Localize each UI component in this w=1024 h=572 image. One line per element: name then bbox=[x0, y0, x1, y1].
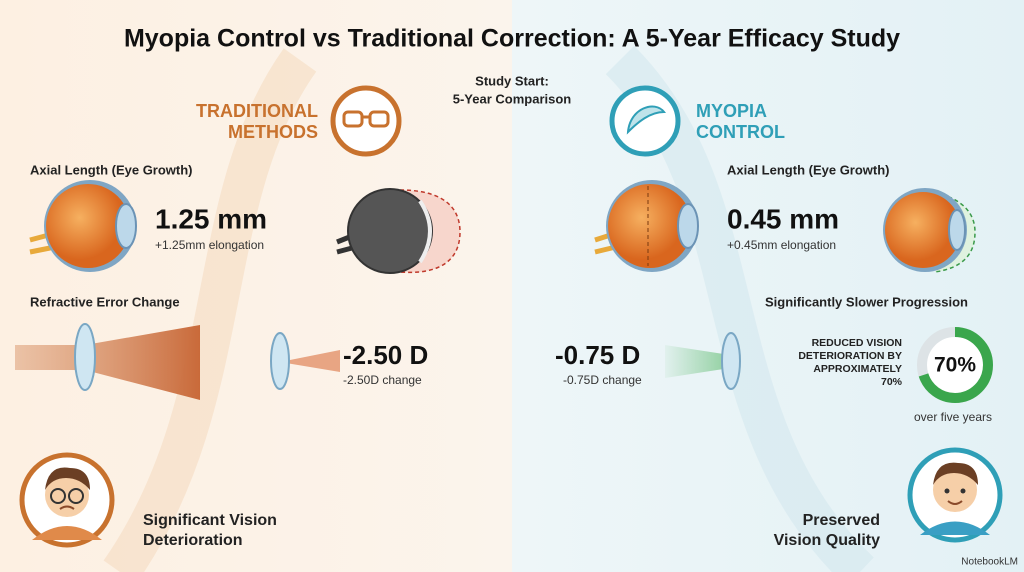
title: Myopia Control vs Traditional Correction… bbox=[124, 25, 900, 53]
eye-left bbox=[29, 180, 137, 272]
lens bbox=[270, 332, 290, 390]
note: -0.75D change bbox=[563, 373, 642, 387]
value: 1.25 mm bbox=[155, 203, 267, 234]
swoosh bbox=[103, 48, 317, 572]
avatar-left bbox=[19, 452, 115, 548]
value: -2.50 D bbox=[343, 340, 428, 370]
light-beam bbox=[15, 325, 200, 400]
light-beam bbox=[280, 350, 340, 372]
donut-arc bbox=[917, 327, 993, 403]
right-heading: MYOPIA bbox=[696, 101, 767, 121]
reduction-text: REDUCED VISION bbox=[812, 337, 902, 349]
right-heading: CONTROL bbox=[696, 122, 785, 142]
elongated-eye bbox=[336, 188, 461, 274]
note: +1.25mm elongation bbox=[155, 238, 264, 252]
reduction-text: 70% bbox=[881, 376, 903, 388]
left-heading: METHODS bbox=[228, 122, 318, 142]
light-beam bbox=[665, 345, 730, 378]
center-text: Study Start: bbox=[475, 73, 549, 88]
eye-right bbox=[594, 180, 699, 272]
label: Significantly Slower Progression bbox=[765, 294, 968, 309]
outcome: Significant Vision bbox=[143, 512, 277, 529]
label: Refractive Error Change bbox=[30, 294, 180, 309]
avatar-right bbox=[907, 447, 1003, 543]
note: +0.45mm elongation bbox=[727, 238, 836, 252]
donut-label: 70% bbox=[934, 354, 976, 377]
center-text: 5-Year Comparison bbox=[453, 91, 572, 106]
lens bbox=[74, 323, 96, 391]
left-heading: TRADITIONAL bbox=[196, 101, 318, 121]
controlled-eye bbox=[883, 188, 976, 273]
outcome: Deterioration bbox=[143, 532, 243, 549]
reduction-text: DETERIORATION BY bbox=[798, 350, 902, 362]
label: Axial Length (Eye Growth) bbox=[727, 162, 890, 177]
lens bbox=[721, 332, 741, 390]
glasses bbox=[342, 110, 390, 128]
caption: over five years bbox=[914, 410, 992, 424]
contact-lens bbox=[626, 105, 667, 135]
reduction-text: APPROXIMATELY bbox=[813, 363, 902, 375]
brand: NotebookLM bbox=[961, 557, 1018, 568]
outcome: Preserved bbox=[803, 512, 880, 529]
value: 0.45 mm bbox=[727, 203, 839, 234]
label: Axial Length (Eye Growth) bbox=[30, 162, 193, 177]
lens-icon bbox=[609, 85, 681, 157]
outcome: Vision Quality bbox=[774, 532, 881, 549]
note: -2.50D change bbox=[343, 373, 422, 387]
glasses-icon bbox=[330, 85, 402, 157]
value: -0.75 D bbox=[555, 340, 640, 370]
